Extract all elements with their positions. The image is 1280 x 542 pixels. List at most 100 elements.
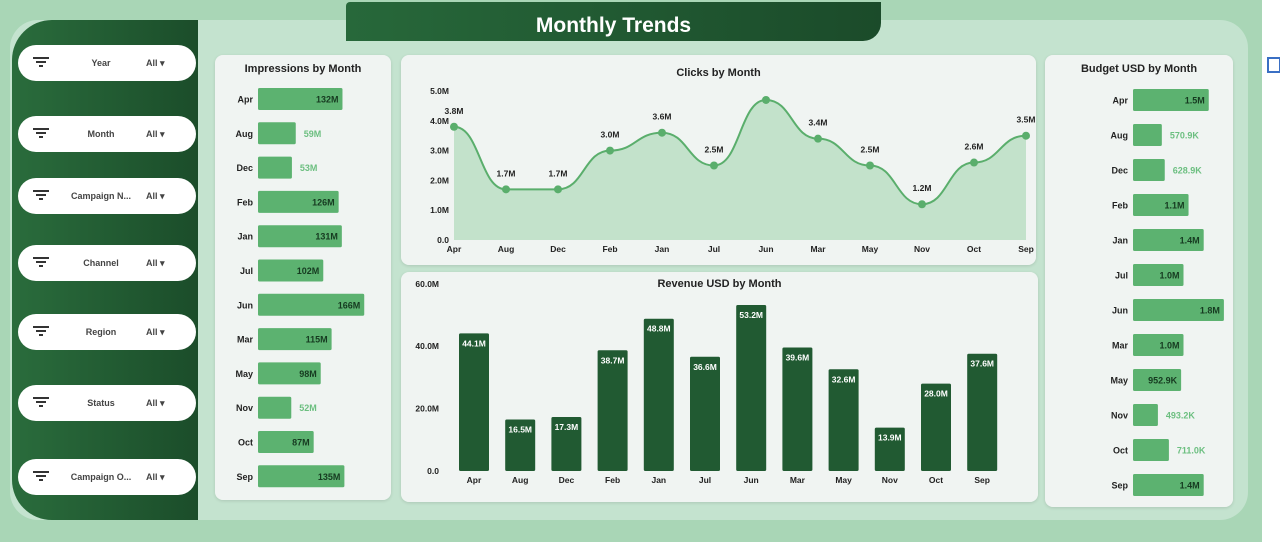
filter-dropdown[interactable]: All ▾ — [146, 327, 196, 338]
chevron-down-icon: ▾ — [160, 397, 165, 408]
bar — [828, 369, 859, 471]
filter-icon — [26, 396, 56, 410]
x-tick-label: Jan — [651, 475, 666, 485]
bar — [505, 419, 536, 471]
bar — [921, 383, 951, 471]
filter-value: All — [146, 257, 158, 268]
data-label: 131M — [315, 232, 338, 242]
bar — [258, 122, 296, 145]
bar — [1133, 194, 1189, 216]
bar — [551, 417, 582, 471]
bar — [258, 88, 343, 110]
data-point — [970, 158, 978, 167]
clicks-chart: 0.0 1.0M 2.0M 3.0M 4.0M 5.0M 3.8M Apr 1.7M Aug 1.7… — [430, 86, 1035, 254]
filter-dropdown[interactable]: All ▾ — [146, 258, 196, 269]
x-tick-label: Oct — [929, 475, 943, 485]
x-tick-label: Mar — [810, 244, 826, 254]
bar — [258, 396, 292, 419]
bar — [1133, 89, 1209, 111]
filter-slicer[interactable]: Campaign N... All ▾ — [18, 178, 196, 214]
y-tick-label: 1.0M — [430, 205, 449, 215]
filter-icon — [26, 470, 56, 484]
filter-dropdown[interactable]: All ▾ — [146, 58, 196, 69]
budget-card: Budget USD by Month Apr 1.5M Aug 570.9K Dec 6… — [1045, 55, 1233, 507]
bar — [1133, 124, 1162, 146]
data-label: 52M — [299, 403, 317, 413]
clicks-card: Clicks by Month 0.0 1.0M 2.0M 3.0M 4.0M 5.0M 3… — [401, 55, 1036, 265]
impressions-chart: Apr 132M Aug 59M Dec 53M Feb 126M Jan 131M Jul 102M… — [235, 88, 365, 488]
category-label: Feb — [237, 197, 254, 207]
selection-box[interactable] — [1267, 57, 1280, 73]
bar — [258, 190, 339, 213]
bar — [258, 225, 342, 248]
data-label: 38.7M — [601, 355, 625, 365]
filter-slicer[interactable]: Year All ▾ — [18, 45, 196, 81]
category-label: Feb — [1112, 201, 1129, 211]
data-label: 1.0M — [1159, 341, 1179, 351]
category-label: Apr — [238, 95, 254, 105]
data-label: 44.1M — [462, 338, 486, 348]
data-label: 3.6M — [653, 112, 672, 122]
chevron-down-icon: ▾ — [160, 190, 165, 201]
data-point — [1022, 131, 1030, 140]
bar — [1133, 264, 1184, 286]
data-label: 37.6M — [970, 359, 994, 369]
data-label: 2.5M — [861, 145, 880, 155]
filter-label: Month — [87, 129, 115, 139]
filter-label: Campaign O... — [70, 472, 132, 482]
bar — [258, 293, 365, 316]
filter-slicer[interactable]: Channel All ▾ — [18, 245, 196, 281]
filter-dropdown[interactable]: All ▾ — [146, 398, 196, 409]
data-label: 17.3M — [555, 422, 579, 432]
filter-label: Channel — [83, 258, 119, 268]
y-tick-label: 0.0 — [437, 235, 449, 245]
filter-dropdown[interactable]: All ▾ — [146, 472, 196, 483]
x-tick-label: Nov — [882, 475, 898, 485]
x-tick-label: May — [862, 244, 879, 254]
bar — [967, 353, 998, 471]
data-label: 102M — [297, 266, 320, 276]
page-title: Monthly Trends — [346, 2, 881, 41]
data-label: 87M — [292, 438, 310, 448]
chart-title: Revenue USD by Month — [657, 278, 782, 290]
data-label: 3.4M — [809, 118, 828, 128]
filter-label: Year — [91, 58, 111, 68]
filter-label: Campaign N... — [70, 191, 131, 201]
data-label: 13.9M — [878, 433, 902, 443]
bar — [1133, 334, 1184, 356]
filter-icon — [26, 56, 56, 70]
chevron-down-icon: ▾ — [160, 257, 165, 268]
filter-dropdown[interactable]: All ▾ — [146, 191, 196, 202]
filter-value: All — [146, 190, 158, 201]
chevron-down-icon: ▾ — [160, 57, 165, 68]
category-label: May — [1110, 376, 1128, 386]
area-fill — [454, 99, 1026, 240]
bar — [1133, 159, 1165, 181]
data-point — [554, 185, 562, 194]
filter-slicer[interactable]: Status All ▾ — [18, 385, 196, 421]
chevron-down-icon: ▾ — [160, 471, 165, 482]
x-tick-label: Jun — [758, 244, 773, 254]
data-label: 98M — [299, 369, 317, 379]
x-tick-label: Dec — [559, 475, 575, 485]
x-tick-label: Feb — [605, 475, 620, 485]
data-point — [918, 200, 926, 209]
category-label: Jan — [1112, 236, 1128, 246]
category-label: Mar — [237, 335, 254, 345]
filter-dropdown[interactable]: All ▾ — [146, 129, 196, 140]
bar — [258, 465, 345, 488]
data-label: 3.8M — [445, 106, 464, 116]
bar — [1133, 299, 1224, 321]
category-label: Dec — [236, 163, 253, 173]
x-tick-label: Jun — [744, 475, 759, 485]
filter-slicer[interactable]: Campaign O... All ▾ — [18, 459, 196, 495]
category-label: Jun — [1112, 306, 1128, 316]
chevron-down-icon: ▾ — [160, 326, 165, 337]
x-tick-label: Jan — [655, 244, 670, 254]
data-label: 1.5M — [1185, 96, 1205, 106]
filter-slicer[interactable]: Region All ▾ — [18, 314, 196, 350]
chart-title: Clicks by Month — [676, 67, 761, 79]
bar — [1133, 369, 1182, 391]
x-tick-label: Mar — [790, 475, 806, 485]
filter-slicer[interactable]: Month All ▾ — [18, 116, 196, 152]
